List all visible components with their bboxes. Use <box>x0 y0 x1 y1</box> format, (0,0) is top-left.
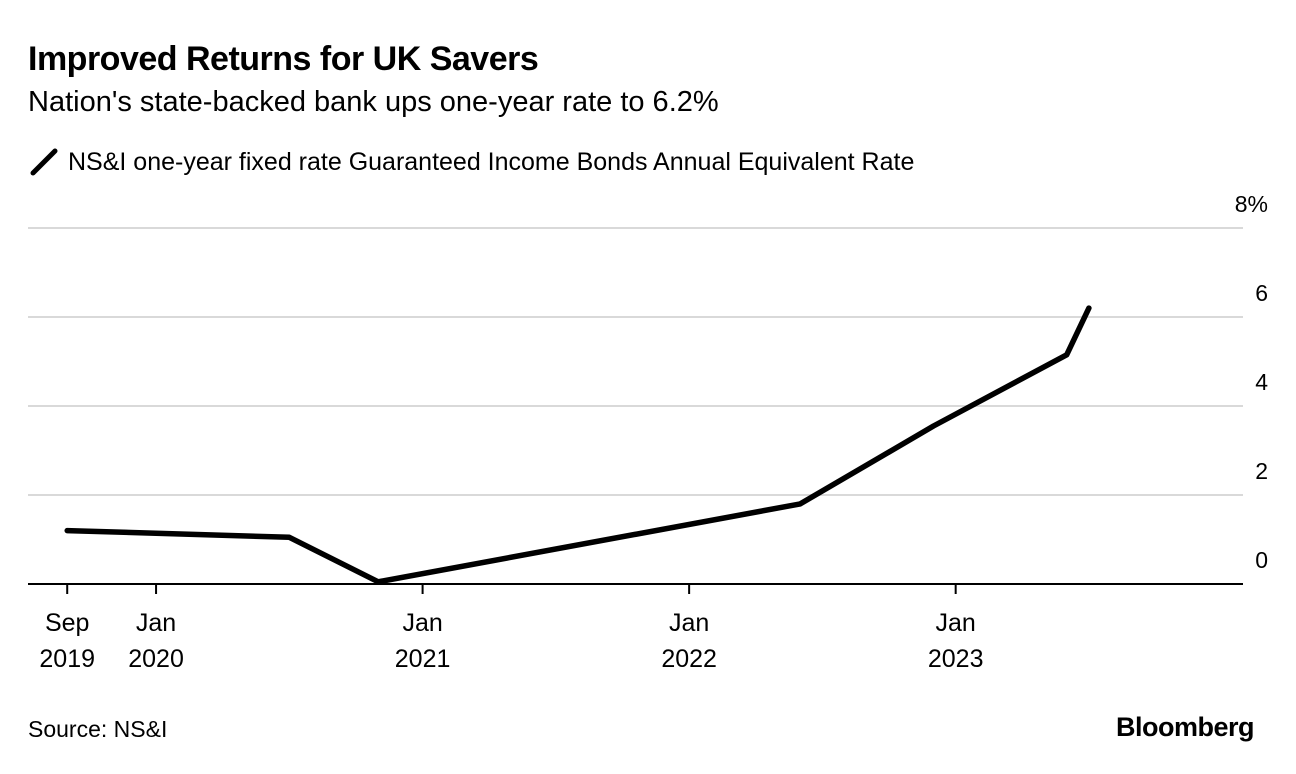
bloomberg-logo: Bloomberg <box>1116 712 1255 742</box>
series-line <box>64 305 1092 585</box>
x-tick-label-month: Jan <box>936 609 976 637</box>
legend: NS&I one-year fixed rate Guaranteed Inco… <box>28 146 914 178</box>
x-tick-label-month: Jan <box>669 609 709 637</box>
chart-title: Improved Returns for UK Savers <box>28 40 539 78</box>
x-tick-label-month: Jan <box>402 609 442 637</box>
x-tick-label-month: Sep <box>45 609 89 637</box>
chart-subtitle: Nation's state-backed bank ups one-year … <box>28 86 719 118</box>
x-tick-label-year: 2022 <box>661 645 717 673</box>
x-tick-label-year: 2019 <box>39 645 95 673</box>
y-tick-label: 4 <box>1255 369 1268 395</box>
x-tick-label-year: 2021 <box>395 645 451 673</box>
x-tick-label-year: 2023 <box>928 645 984 673</box>
series <box>64 305 1092 585</box>
y-axis-labels: 0 2 4 6 8% <box>1235 191 1268 573</box>
source-note: Source: NS&I <box>28 716 168 742</box>
y-tick-label: 6 <box>1255 280 1268 306</box>
y-tick-label: 2 <box>1255 458 1268 484</box>
legend-label: NS&I one-year fixed rate Guaranteed Inco… <box>68 147 915 176</box>
x-tick-label-month: Jan <box>136 609 176 637</box>
x-axis: Sep 2019 Jan 2020 Jan 2021 Jan 2022 Jan 2023 <box>28 583 1243 673</box>
y-tick-label: 0 <box>1255 547 1268 573</box>
legend-line-icon <box>30 148 58 176</box>
x-tick-label-year: 2020 <box>128 645 184 673</box>
gridlines <box>28 227 1243 496</box>
y-tick-label: 8% <box>1235 191 1268 217</box>
